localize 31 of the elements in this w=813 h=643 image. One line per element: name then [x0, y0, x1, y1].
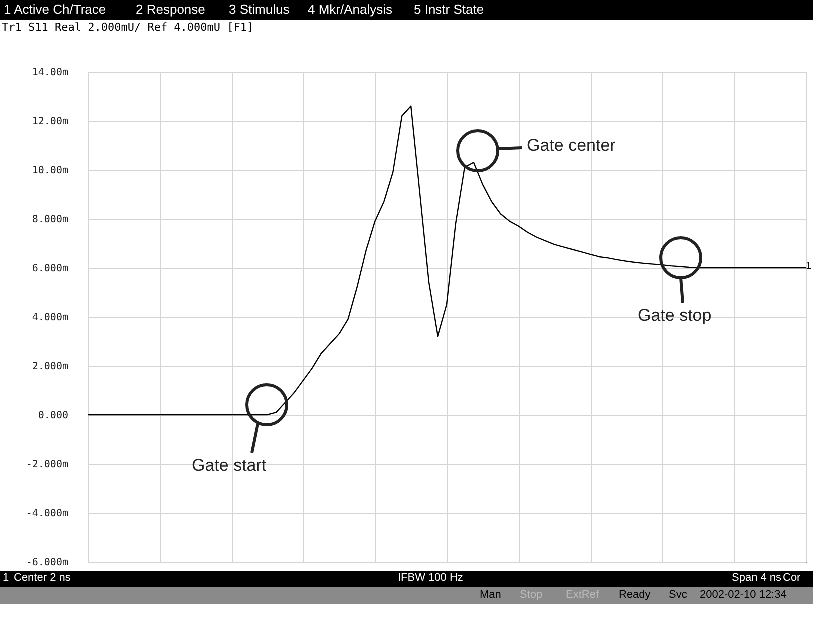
y-tick-label: -6.000m	[26, 558, 68, 568]
annotation: Gate center	[527, 136, 616, 155]
text: IFBW 100 Hz	[398, 572, 464, 584]
y-tick-label: 12.00m	[32, 116, 68, 128]
text: 1 Active Ch/Trace	[4, 2, 106, 17]
text: Cor	[783, 572, 801, 584]
y-tick-label: 14.00m	[32, 68, 68, 78]
y-tick-label: 8.000m	[32, 214, 68, 226]
line-series	[87, 106, 807, 416]
y-tick-label: -2.000m	[26, 460, 68, 470]
text: 2002-02-10 12:34	[700, 589, 787, 601]
y-tick-label: 10.00m	[32, 166, 68, 176]
text: Center 2 ns	[14, 572, 71, 584]
chart-title: Tr1 S11 Real 2.000mU/ Ref 4.000mU [F1]	[2, 21, 254, 34]
text: 2 Response	[136, 2, 206, 17]
text: Ready	[619, 589, 651, 601]
text: 4 Mkr/Analysis	[308, 2, 393, 17]
text: 1	[3, 572, 10, 584]
y-tick-label: -4.000m	[26, 508, 68, 520]
y-tick-label: 4.000m	[32, 312, 68, 324]
y-tick-label: 6.000m	[32, 264, 68, 274]
text: Svc	[669, 589, 688, 601]
y-tick-label: 0.000	[38, 410, 68, 422]
y-tick-label: 2.000m	[32, 362, 68, 372]
text: Man	[480, 589, 502, 601]
text: 3 Stimulus	[229, 2, 290, 17]
text: Span 4 ns	[732, 572, 782, 584]
annotation: 1	[806, 261, 812, 272]
text: 5 Instr State	[414, 2, 484, 17]
annotation: Gate start	[192, 456, 267, 475]
annotation: Gate stop	[638, 306, 712, 325]
